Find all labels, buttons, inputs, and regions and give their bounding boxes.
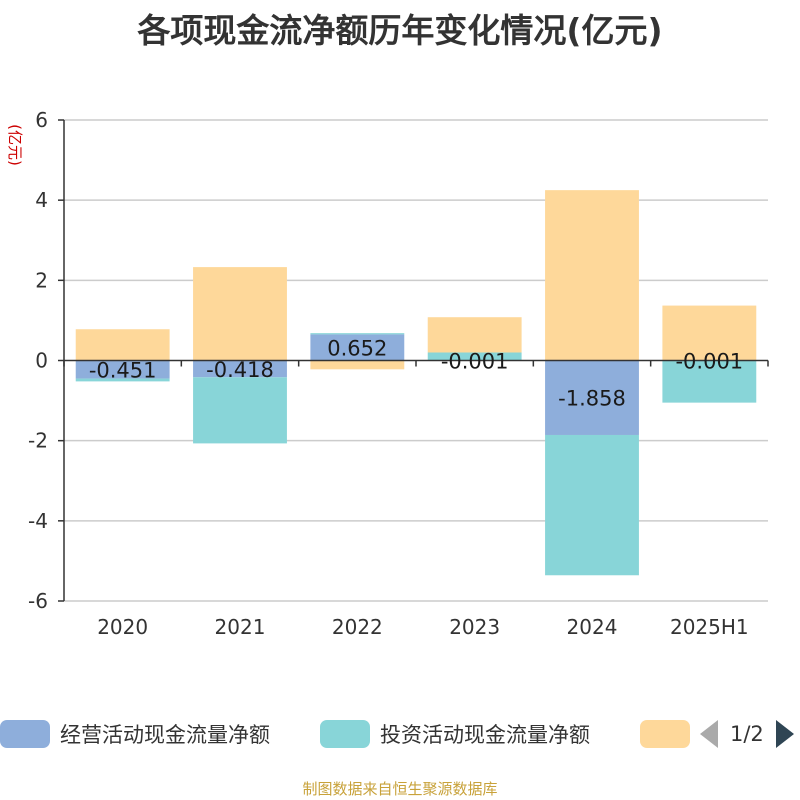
x-tick-label: 2020 [97, 615, 148, 639]
legend-item-investing[interactable]: 投资活动现金流量净额 [320, 714, 590, 754]
y-tick-label: 4 [35, 188, 48, 212]
legend-swatch-financing [640, 720, 690, 748]
legend-swatch-operating [0, 720, 50, 748]
grid-layer [64, 119, 768, 602]
source-note: 制图数据来自恒生聚源数据库 [302, 780, 498, 798]
data-label-2024: -1.858 [558, 387, 626, 411]
bar-series-2-2024[interactable] [545, 190, 639, 361]
legend-item-operating[interactable]: 经营活动现金流量净额 [0, 714, 270, 754]
y-tick-label: -2 [28, 429, 48, 453]
bar-series-0-2021[interactable] [193, 360, 287, 378]
bar-series-1-2021[interactable] [193, 377, 287, 444]
bar-series-1-2024[interactable] [545, 434, 639, 576]
y-tick-label: 6 [35, 108, 48, 132]
legend-label-investing: 投资活动现金流量净额 [380, 723, 590, 747]
bar-series-2-2022[interactable] [310, 360, 405, 370]
legend-swatch-investing [320, 720, 370, 748]
y-axis-label: (亿元) [6, 124, 24, 166]
pager-text: 1/2 [730, 722, 764, 746]
pager-next-icon[interactable] [775, 720, 794, 748]
y-tick-label: -4 [28, 509, 48, 533]
data-label-2020: -0.451 [89, 359, 157, 383]
bar-series-1-2020[interactable] [75, 378, 170, 382]
y-tick-label: -6 [28, 589, 48, 613]
chart-title: 各项现金流净额历年变化情况(亿元) [137, 11, 663, 50]
bar-series-2-2025H1[interactable] [662, 305, 757, 361]
x-tick-label: 2023 [449, 615, 500, 639]
axis-layer: 6 4 2 0 -2 -4 -6 2020 2021 2022 2023 2024 2025H1 [28, 108, 769, 639]
bar-series-2-2023[interactable] [427, 317, 522, 353]
bar-series-1-2025H1[interactable] [662, 360, 757, 403]
x-tick-label: 2021 [215, 615, 266, 639]
x-tick-label: 2022 [332, 615, 383, 639]
y-tick-label: 2 [35, 268, 48, 292]
x-tick-label: 2025H1 [670, 615, 749, 639]
y-tick-label: 0 [35, 349, 48, 373]
bar-series-0-2020[interactable] [75, 360, 170, 379]
legend-item-financing[interactable] [640, 714, 690, 754]
data-label-2023: -0.001 [441, 350, 509, 374]
bar-series-0-2024[interactable] [545, 360, 639, 435]
pager-prev-icon[interactable] [700, 720, 718, 748]
data-label-2022: 0.652 [327, 336, 387, 360]
data-label-2021: -0.418 [206, 358, 274, 382]
bar-series-1-2023[interactable] [427, 352, 522, 361]
bar-series-2-2021[interactable] [193, 267, 287, 361]
legend-pager: 1/2 [700, 716, 794, 752]
legend-label-operating: 经营活动现金流量净额 [60, 723, 270, 747]
labels-layer: -0.451 -0.418 0.652 -0.001 -1.858 -0.001 [89, 336, 743, 410]
legend: 经营活动现金流量净额 投资活动现金流量净额 [0, 714, 800, 754]
bar-series-0-2022[interactable] [310, 334, 405, 361]
bar-series-1-2022[interactable] [310, 333, 405, 335]
bars-layer [75, 190, 757, 576]
bar-series-2-2020[interactable] [75, 329, 170, 361]
x-tick-label: 2024 [567, 615, 618, 639]
data-label-2025H1: -0.001 [675, 350, 743, 374]
